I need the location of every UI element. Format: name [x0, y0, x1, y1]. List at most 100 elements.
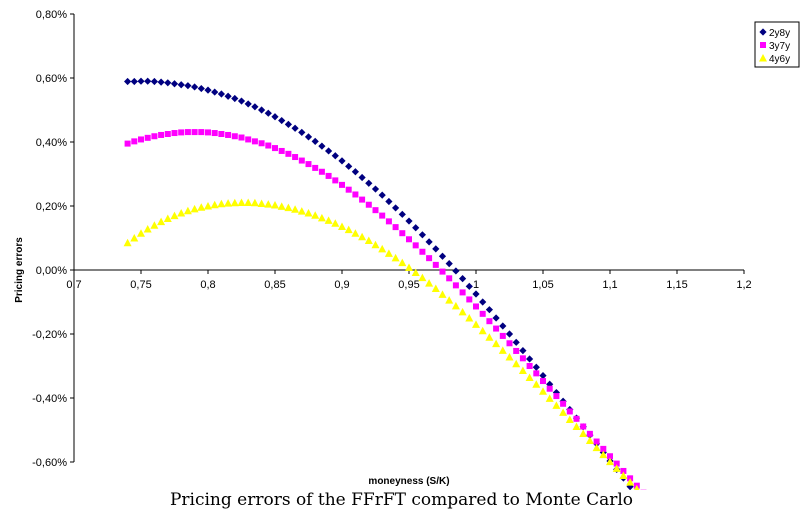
data-point-3y7y [332, 177, 339, 184]
data-point-4y6y [391, 253, 400, 262]
data-point-4y6y [545, 394, 554, 402]
data-point-3y7y [151, 133, 158, 140]
data-point-4y6y [532, 380, 541, 388]
data-point-4y6y [559, 408, 568, 416]
data-point-3y7y [124, 140, 131, 147]
data-point-2y8y [378, 191, 386, 199]
data-point-4y6y [183, 206, 192, 215]
data-point-3y7y [593, 438, 600, 445]
data-point-4y6y [358, 232, 367, 241]
series-3y7y [124, 129, 647, 490]
data-point-3y7y [406, 236, 412, 243]
data-point-2y8y [124, 77, 132, 86]
data-point-3y7y [499, 332, 506, 339]
data-point-4y6y [271, 201, 279, 209]
data-point-2y8y [499, 322, 507, 330]
data-point-3y7y [519, 355, 526, 362]
data-point-4y6y [612, 464, 621, 472]
data-point-4y6y [157, 217, 166, 226]
data-point-3y7y [345, 186, 352, 193]
data-point-2y8y [211, 88, 219, 96]
legend-marker-2y8y [759, 28, 767, 36]
data-point-2y8y [137, 77, 145, 85]
series-4y6y [123, 198, 640, 490]
data-point-4y6y [264, 200, 273, 208]
data-point-3y7y [560, 400, 567, 407]
data-point-4y6y [143, 225, 152, 233]
data-point-3y7y [218, 131, 225, 137]
data-point-4y6y [539, 387, 547, 395]
data-point-2y8y [472, 290, 480, 298]
data-point-3y7y [473, 303, 479, 310]
data-point-3y7y [272, 145, 278, 152]
data-point-4y6y [123, 238, 132, 247]
data-point-3y7y [432, 261, 439, 268]
data-point-2y8y [284, 120, 292, 128]
data-point-2y8y [264, 109, 272, 117]
data-point-4y6y [626, 478, 635, 486]
legend-marker-4y6y [759, 54, 767, 62]
data-point-2y8y [184, 82, 192, 90]
data-point-3y7y [486, 318, 493, 325]
data-point-4y6y [224, 199, 233, 207]
data-point-4y6y [351, 229, 360, 237]
y-tick-label: -0,40% [32, 393, 67, 405]
data-point-2y8y [291, 124, 299, 132]
data-point-2y8y [405, 217, 413, 225]
data-point-3y7y [533, 370, 540, 377]
data-point-4y6y [431, 284, 440, 293]
data-point-3y7y [245, 136, 252, 143]
data-point-2y8y [392, 204, 400, 212]
data-point-3y7y [184, 129, 191, 136]
data-point-3y7y [613, 460, 620, 467]
data-point-4y6y [150, 221, 159, 229]
data-point-3y7y [385, 218, 392, 225]
data-point-3y7y [359, 196, 366, 203]
data-point-3y7y [412, 242, 419, 249]
data-point-3y7y [352, 191, 359, 198]
data-point-3y7y [211, 130, 218, 137]
x-tick-label: 1,05 [532, 279, 553, 291]
data-point-4y6y [338, 222, 346, 230]
data-point-2y8y [345, 162, 353, 170]
data-point-2y8y [271, 113, 279, 121]
series-layer [123, 77, 647, 490]
data-point-2y8y [459, 275, 467, 283]
data-point-4y6y [378, 244, 387, 253]
data-point-2y8y [418, 231, 426, 239]
data-point-3y7y [205, 129, 211, 136]
data-point-2y8y [626, 483, 634, 490]
data-point-4y6y [512, 359, 521, 368]
x-tick-label: 0,9 [334, 279, 349, 291]
data-point-4y6y [418, 273, 427, 282]
data-point-2y8y [318, 142, 326, 150]
legend: 2y8y 3y7y 4y6y [754, 21, 800, 68]
data-point-3y7y [318, 168, 325, 175]
data-point-3y7y [526, 363, 533, 369]
data-point-2y8y [432, 245, 440, 253]
data-point-4y6y [197, 203, 206, 211]
data-point-4y6y [344, 225, 353, 234]
data-point-3y7y [265, 142, 272, 149]
data-point-2y8y [539, 372, 547, 380]
y-tick-label: -0,20% [32, 329, 67, 341]
data-point-4y6y [190, 204, 199, 213]
data-point-4y6y [485, 333, 494, 341]
data-point-2y8y [465, 282, 473, 290]
data-point-2y8y [164, 79, 172, 87]
data-point-4y6y [518, 366, 527, 374]
data-point-3y7y [339, 181, 345, 188]
data-point-3y7y [198, 129, 205, 136]
data-point-3y7y [131, 138, 138, 145]
data-point-2y8y [485, 306, 493, 314]
data-point-2y8y [532, 363, 540, 371]
data-point-2y8y [231, 94, 239, 103]
data-point-3y7y [553, 393, 560, 400]
x-tick-label: 0,75 [130, 279, 151, 291]
data-point-4y6y [257, 199, 266, 207]
data-point-4y6y [311, 211, 320, 219]
data-point-4y6y [250, 198, 259, 207]
data-point-2y8y [519, 347, 527, 355]
data-point-2y8y [331, 152, 339, 160]
data-point-2y8y [438, 252, 447, 260]
